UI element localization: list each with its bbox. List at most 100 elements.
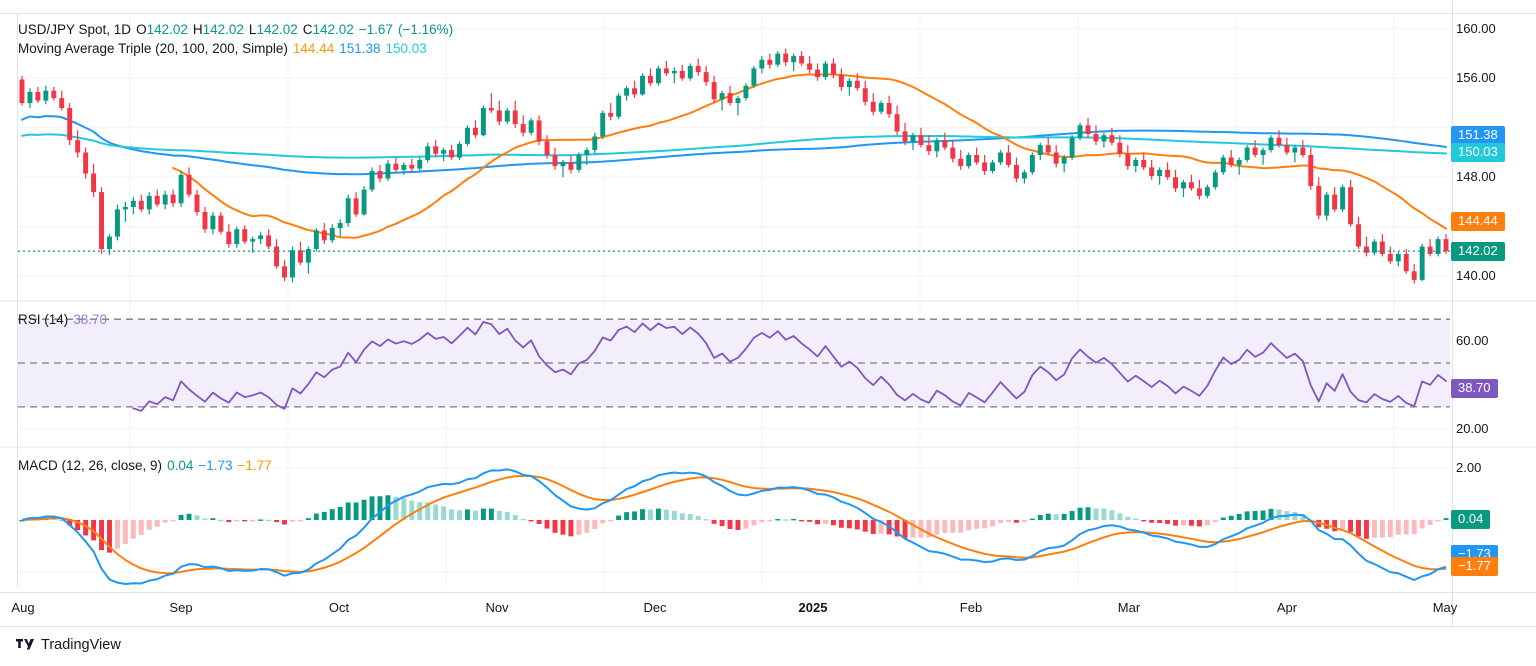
candle-body [1324,194,1330,216]
macd-histogram-bar [536,520,542,525]
candle-body [1181,182,1186,189]
macd-histogram-bar [1300,513,1306,520]
macd-histogram-bar [305,518,311,520]
macd-histogram-bar [990,520,996,527]
macd-histogram-bar [846,520,852,529]
macd-histogram-bar [1292,512,1298,520]
macd-histogram-bar [934,520,940,535]
candle-body [488,108,494,111]
candle-body [170,194,176,204]
macd-histogram-bar [401,498,407,520]
candle-body [329,227,335,241]
macd-histogram-bar [775,519,781,521]
candle-body [846,80,852,87]
macd-histogram-bar [441,506,447,520]
candle-body [1061,157,1067,164]
candle-body [679,70,685,79]
macd-histogram-bar [655,508,661,520]
time-axis-tick: Apr [1276,600,1298,615]
ma20-price-badge[interactable]: 144.44 [1451,212,1505,232]
macd-histogram-bar [791,518,797,521]
macd-histogram-bar [966,520,972,531]
candle-body [51,90,57,99]
candle-body [1379,241,1385,254]
macd-signal-line [21,474,1447,575]
macd-histogram-bar [369,496,375,520]
candle-body [1093,133,1099,142]
ma100-price-badge[interactable]: 151.38 [1451,126,1505,146]
candle-body [504,110,510,122]
macd-histogram-bar [417,502,423,520]
candle-body [1157,169,1163,177]
macd-histogram-bar [321,511,327,520]
candle-body [1204,187,1210,196]
macd-histogram-badge[interactable]: 0.04 [1451,509,1491,529]
candle-body [1109,135,1115,143]
candle-body [528,120,534,133]
candle-body [480,108,486,136]
ma200-price-badge[interactable]: 150.03 [1451,143,1505,163]
candle-body [1173,177,1178,189]
macd-histogram-bar [632,511,638,520]
candle-body [290,250,295,278]
macd-histogram-bar [568,520,574,537]
macd-histogram-bar [1379,520,1385,538]
macd-histogram-bar [329,509,335,520]
candle-body [146,195,152,210]
candle-body [465,127,470,144]
macd-signal-badge[interactable]: −1.77 [1451,556,1498,576]
candle-body [894,114,900,132]
macd-histogram-bar [1419,520,1425,529]
candle-body [695,65,701,73]
macd-histogram-bar [472,510,478,520]
candle-body [345,198,351,224]
candle-body [830,63,836,75]
candle-body [926,145,932,152]
rsi-line [132,321,1447,412]
candle-body [990,162,996,172]
rsi-value-badge[interactable]: 38.70 [1451,378,1498,398]
macd-histogram-bar [385,495,391,520]
macd-histogram-bar [982,520,988,529]
macd-histogram-bar [751,520,757,526]
candle-body [1101,135,1107,142]
candle-body [918,135,924,146]
candle-body [838,74,844,87]
macd-histogram-bar [1045,513,1051,520]
candle-body [1316,185,1322,216]
candle-body [138,200,144,210]
candle-body [719,93,725,100]
candle-body [361,189,367,215]
candle-body [1228,157,1234,165]
candle-body [1252,147,1258,155]
candle-body [1419,246,1425,280]
candle-body [1236,159,1242,165]
macd-histogram-bar [1435,520,1441,522]
candle-body [759,59,765,69]
candle-body [735,98,741,104]
macd-histogram-bar [242,520,248,522]
macd-histogram-bar [1403,520,1409,535]
candle-body [457,143,462,158]
macd-histogram-bar [671,510,677,520]
macd-histogram-bar [1141,520,1147,522]
candle-body [1053,152,1059,164]
candle-body [1013,164,1019,179]
macd-histogram-bar [592,520,598,530]
last-price-badge[interactable]: 142.02 [1451,242,1505,262]
macd-histogram-bar [282,520,287,525]
macd-histogram-bar [902,520,908,539]
candle-body [1284,145,1290,153]
candle-body [632,88,638,95]
macd-histogram-bar [194,515,200,520]
candle-body [1220,157,1226,173]
candle-body [910,135,916,142]
macd-histogram-bar [313,513,319,520]
macd-histogram-bar [1228,515,1234,520]
macd-axis-tick: 2.00 [1456,459,1482,475]
candle-body [1244,147,1250,160]
macd-histogram-bar [146,520,152,530]
macd-histogram-bar [1220,517,1226,520]
